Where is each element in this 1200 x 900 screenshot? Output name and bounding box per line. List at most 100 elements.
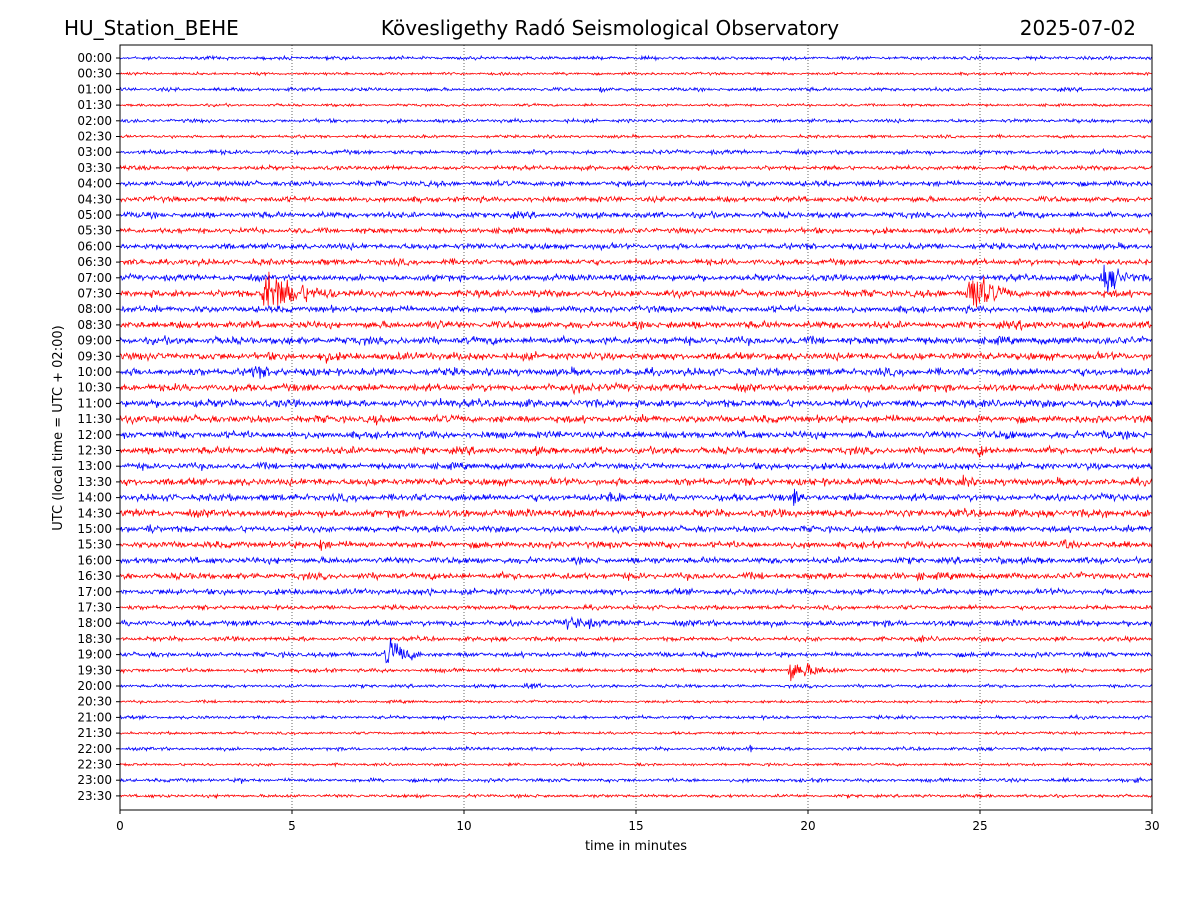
trace-0900 [119, 334, 1153, 347]
trace-1530 [119, 539, 1153, 551]
y-tick-label: 00:00 [77, 51, 112, 65]
trace-1730 [119, 603, 1153, 612]
trace-2100 [119, 713, 1153, 722]
y-tick-label: 21:30 [77, 726, 112, 740]
trace-2330 [119, 793, 1153, 800]
y-tick-label: 20:00 [77, 679, 112, 693]
date-title: 2025-07-02 [1019, 16, 1136, 40]
x-tick-label: 20 [800, 819, 815, 833]
y-tick-label: 05:00 [77, 208, 112, 222]
trace-0230 [119, 133, 1153, 140]
trace-1900 [119, 637, 1153, 664]
trace-2230 [119, 761, 1153, 768]
y-tick-label: 05:30 [77, 224, 112, 238]
y-tick-label: 02:00 [77, 114, 112, 128]
y-tick-label: 09:00 [77, 334, 112, 348]
x-tick-label: 15 [628, 819, 643, 833]
trace-2130 [119, 730, 1153, 736]
trace-0930 [119, 350, 1153, 364]
station-title: HU_Station_BEHE [64, 16, 239, 40]
trace-1930 [119, 662, 1153, 682]
trace-0730 [119, 271, 1153, 308]
trace-1500 [119, 524, 1153, 535]
y-tick-label: 19:30 [77, 663, 112, 677]
x-tick-label: 25 [972, 819, 987, 833]
y-tick-label: 08:00 [77, 302, 112, 316]
trace-1230 [119, 444, 1153, 458]
x-axis-label: time in minutes [585, 839, 687, 854]
trace-0400 [119, 178, 1153, 189]
y-tick-label: 03:00 [77, 145, 112, 159]
y-tick-label: 07:30 [77, 287, 112, 301]
y-tick-label: 10:00 [77, 365, 112, 379]
y-axis-label: UTC (local time = UTC + 02:00) [51, 325, 66, 530]
trace-1430 [119, 507, 1153, 519]
y-tick-label: 06:30 [77, 255, 112, 269]
trace-1600 [119, 555, 1153, 566]
trace-0030 [119, 71, 1153, 77]
trace-1030 [119, 381, 1153, 396]
y-tick-label: 13:30 [77, 475, 112, 489]
y-tick-label: 18:30 [77, 632, 112, 646]
y-tick-label: 00:30 [77, 67, 112, 81]
trace-1100 [119, 397, 1153, 409]
x-tick-label: 10 [456, 819, 471, 833]
y-tick-label: 15:30 [77, 538, 112, 552]
y-tick-label: 19:00 [77, 648, 112, 662]
trace-0700 [119, 264, 1153, 293]
trace-0200 [119, 117, 1153, 125]
trace-0800 [119, 304, 1153, 315]
x-tick-label: 0 [116, 819, 124, 833]
y-tick-label: 09:30 [77, 349, 112, 363]
trace-1400 [119, 488, 1153, 506]
trace-2200 [119, 744, 1153, 753]
trace-1130 [119, 413, 1153, 426]
y-tick-label: 23:00 [77, 773, 112, 787]
trace-1830 [119, 634, 1153, 643]
trace-0630 [119, 257, 1153, 268]
trace-0530 [119, 225, 1153, 236]
y-tick-label: 04:30 [77, 192, 112, 206]
trace-0000 [119, 54, 1153, 62]
trace-0330 [119, 163, 1153, 173]
observatory-title: Kövesligethy Radó Seismological Observat… [380, 16, 840, 40]
y-tick-label: 22:30 [77, 758, 112, 772]
y-tick-label: 23:30 [77, 789, 112, 803]
y-tick-label: 12:30 [77, 444, 112, 458]
trace-0100 [119, 86, 1153, 94]
y-tick-label: 11:00 [77, 396, 112, 410]
y-tick-label: 17:00 [77, 585, 112, 599]
x-tick-group: 0 5 10 15 20 25 30 [116, 810, 1160, 833]
y-tick-label: 01:30 [77, 98, 112, 112]
y-tick-label: 02:30 [77, 130, 112, 144]
trace-1200 [119, 429, 1153, 441]
trace-1300 [119, 461, 1153, 472]
trace-0600 [119, 241, 1153, 252]
trace-0830 [119, 319, 1153, 332]
x-tick-label: 30 [1144, 819, 1159, 833]
y-tick-label: 11:30 [77, 412, 112, 426]
y-tick-label: 08:30 [77, 318, 112, 332]
y-tick-label: 06:00 [77, 239, 112, 253]
y-tick-label: 16:30 [77, 569, 112, 583]
trace-1800 [119, 616, 1153, 630]
grid-lines [291, 45, 981, 810]
y-tick-label: 10:30 [77, 381, 112, 395]
trace-0130 [119, 102, 1153, 109]
y-tick-label: 13:00 [77, 459, 112, 473]
y-tick-label: 18:00 [77, 616, 112, 630]
y-tick-label: 16:00 [77, 553, 112, 567]
y-tick-label: 22:00 [77, 742, 112, 756]
y-tick-label: 21:00 [77, 710, 112, 724]
trace-1700 [119, 587, 1153, 597]
trace-group [119, 54, 1153, 800]
y-tick-label: 12:00 [77, 428, 112, 442]
y-tick-label: 07:00 [77, 271, 112, 285]
y-tick-label: 20:30 [77, 695, 112, 709]
trace-2300 [119, 776, 1153, 784]
y-tick-label: 04:00 [77, 177, 112, 191]
trace-1330 [119, 474, 1153, 488]
y-tick-label: 15:00 [77, 522, 112, 536]
y-tick-label: 14:00 [77, 491, 112, 505]
